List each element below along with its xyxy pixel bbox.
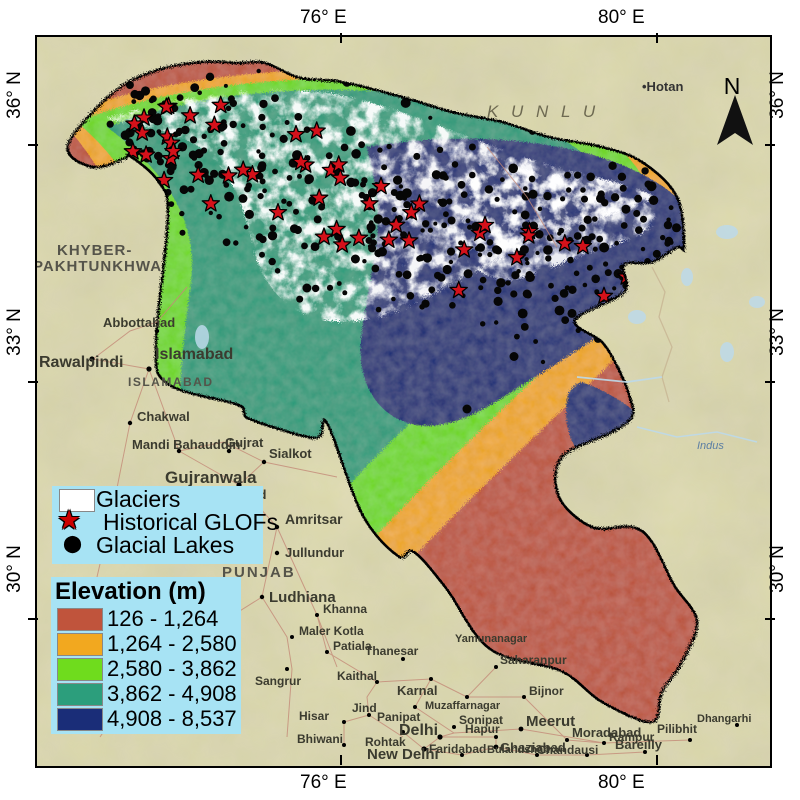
svg-text:36° N: 36° N xyxy=(4,71,25,119)
svg-text:33° N: 33° N xyxy=(4,308,25,356)
svg-text:30° N: 30° N xyxy=(4,545,25,593)
